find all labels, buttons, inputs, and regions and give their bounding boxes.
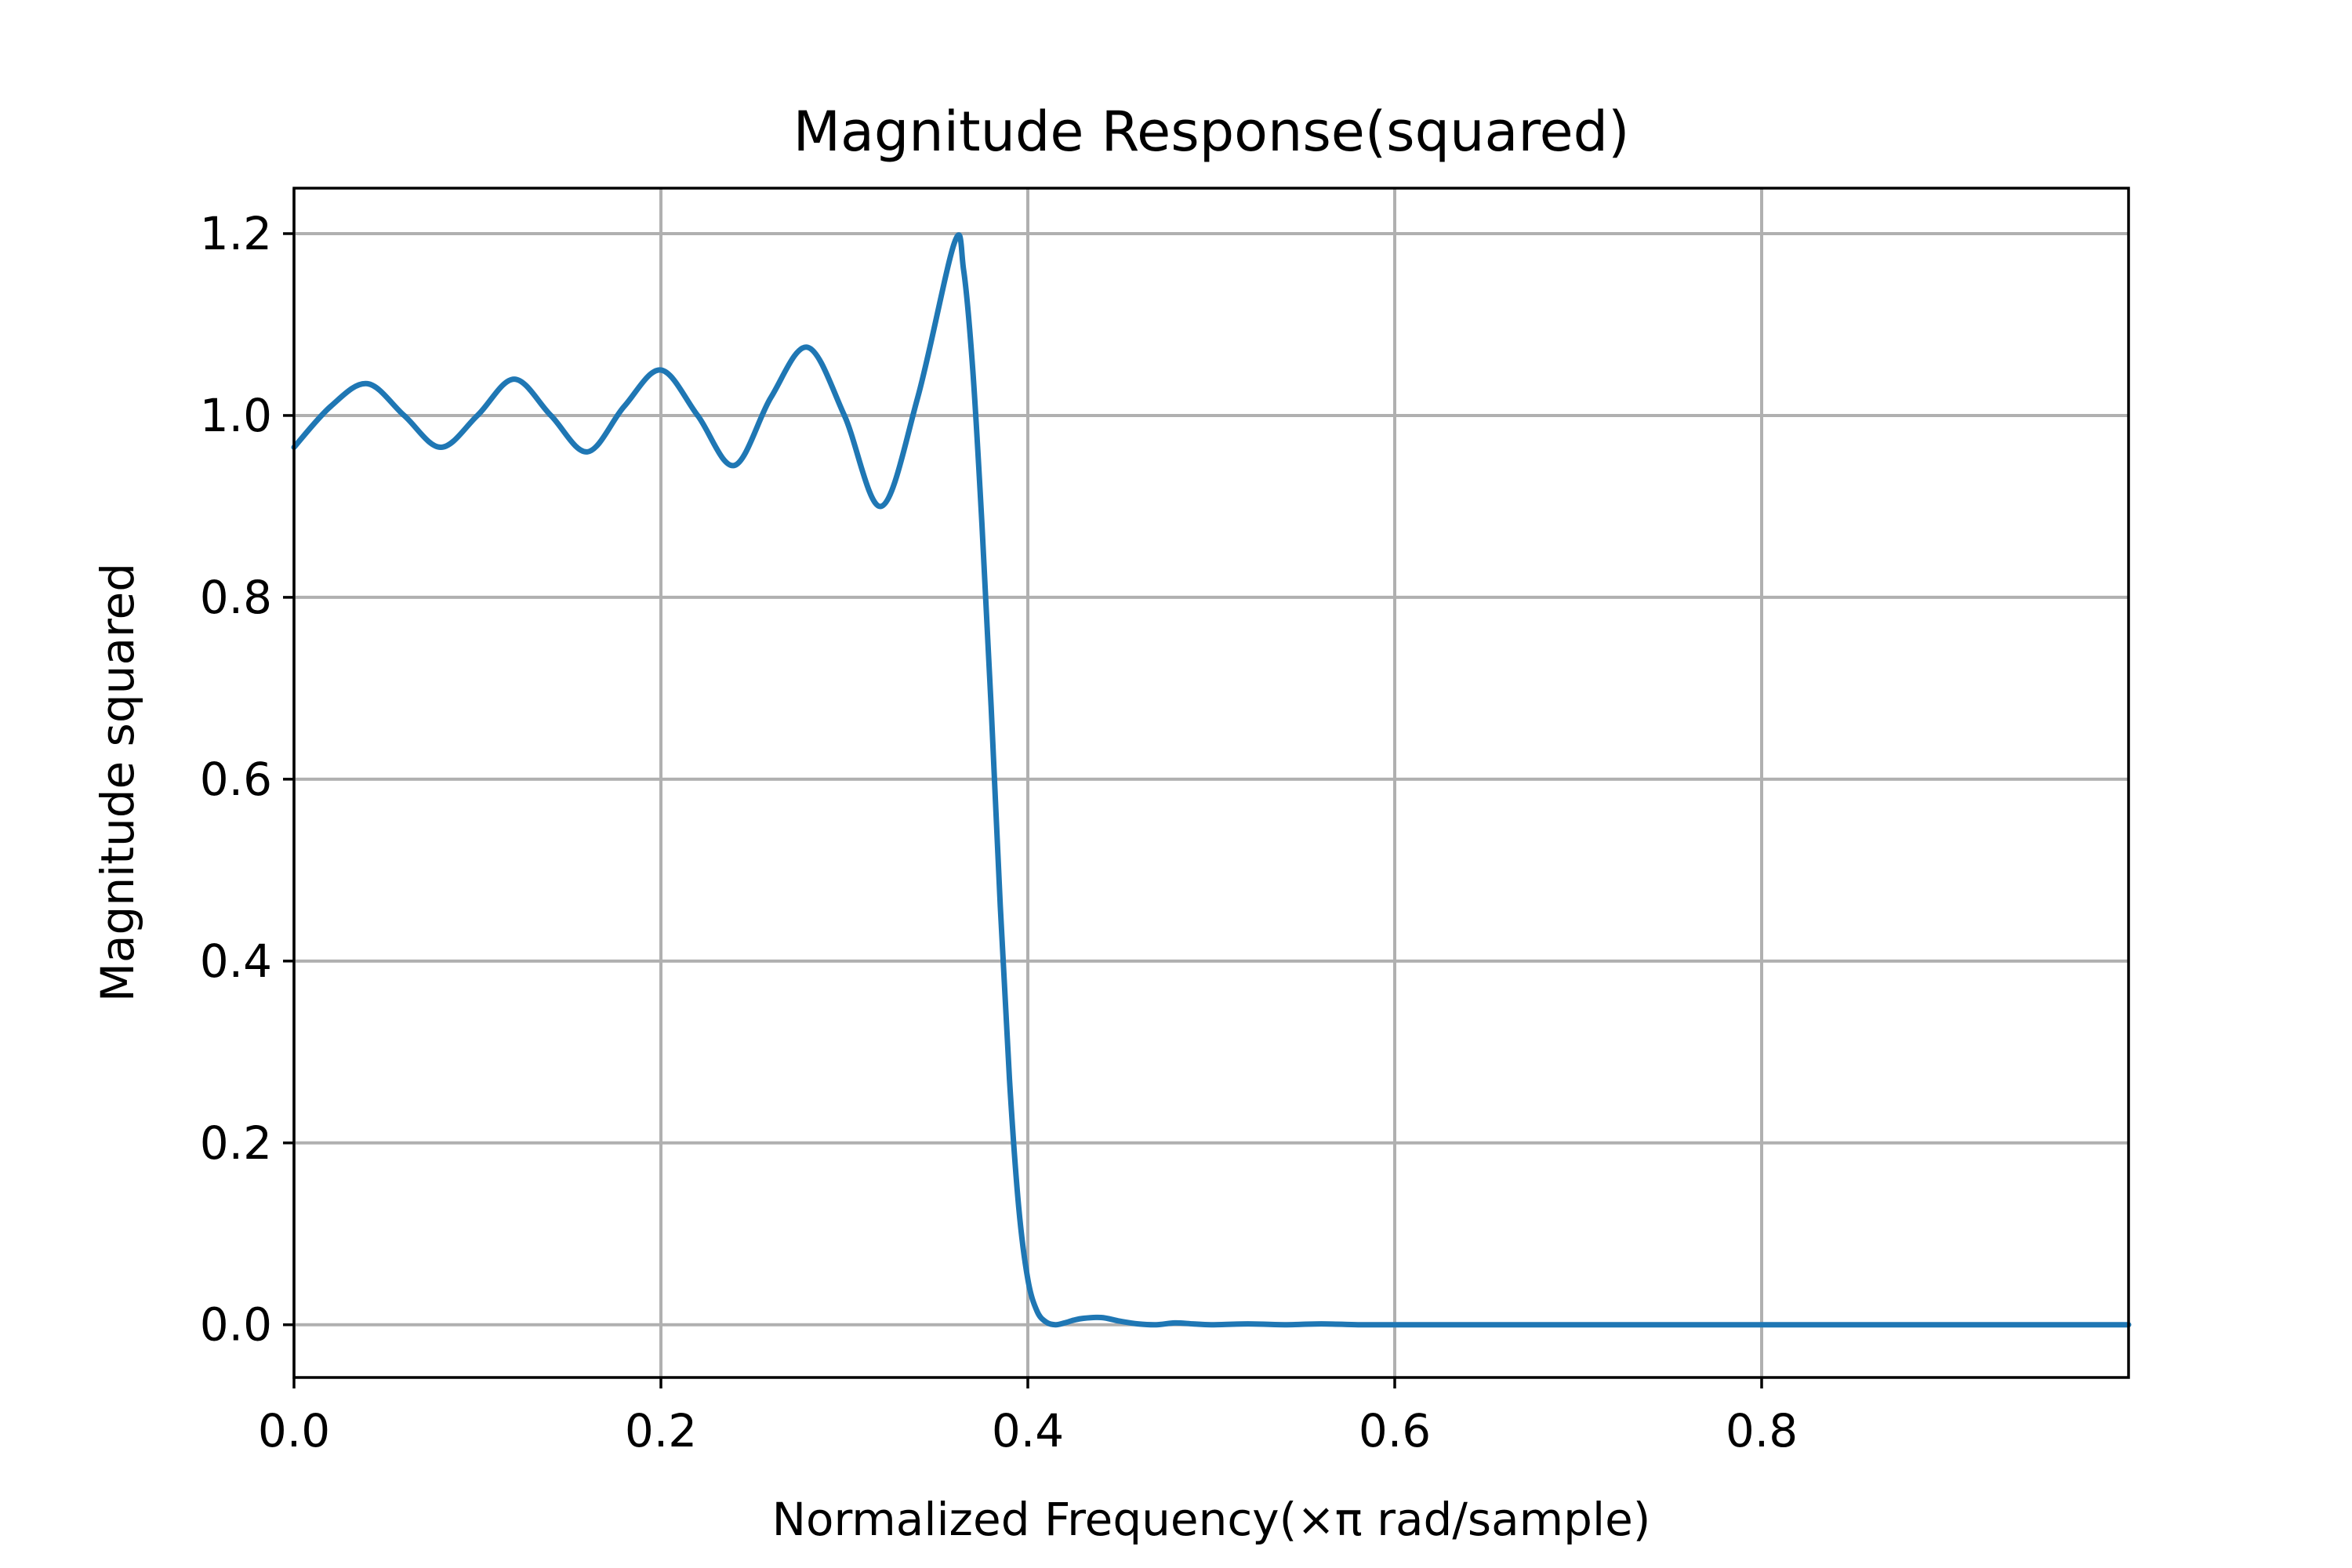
grid-lines <box>292 188 2129 1377</box>
y-tick-label: 1.2 <box>200 207 272 260</box>
series-line <box>291 232 2132 1328</box>
x-tick-label: 0.2 <box>625 1404 697 1457</box>
y-tick-label: 0.2 <box>200 1116 272 1170</box>
plot-frame <box>292 187 2130 1379</box>
y-tick-label: 0.4 <box>200 935 272 988</box>
y-axis-label: Magnitude squared <box>91 563 144 1002</box>
x-tick-label: 0.8 <box>1726 1404 1798 1457</box>
y-tick-label: 1.0 <box>200 389 272 442</box>
y-tick-label: 0.8 <box>200 571 272 624</box>
x-tick-label: 0.0 <box>258 1404 330 1457</box>
y-tick-label: 0.0 <box>200 1298 272 1352</box>
chart-title: Magnitude Response(squared) <box>793 100 1630 164</box>
x-axis-label: Normalized Frequency(×π rad/sample) <box>772 1493 1651 1546</box>
series-layer <box>291 232 2132 1328</box>
axis-ticks: 0.0 0.2 0.4 0.6 0.8 0.0 0.2 0.4 0.6 0.8 1.0 1.2 <box>200 207 1798 1457</box>
x-tick-label: 0.4 <box>992 1404 1064 1457</box>
y-tick-label: 0.6 <box>200 753 272 806</box>
x-tick-label: 0.6 <box>1359 1404 1431 1457</box>
